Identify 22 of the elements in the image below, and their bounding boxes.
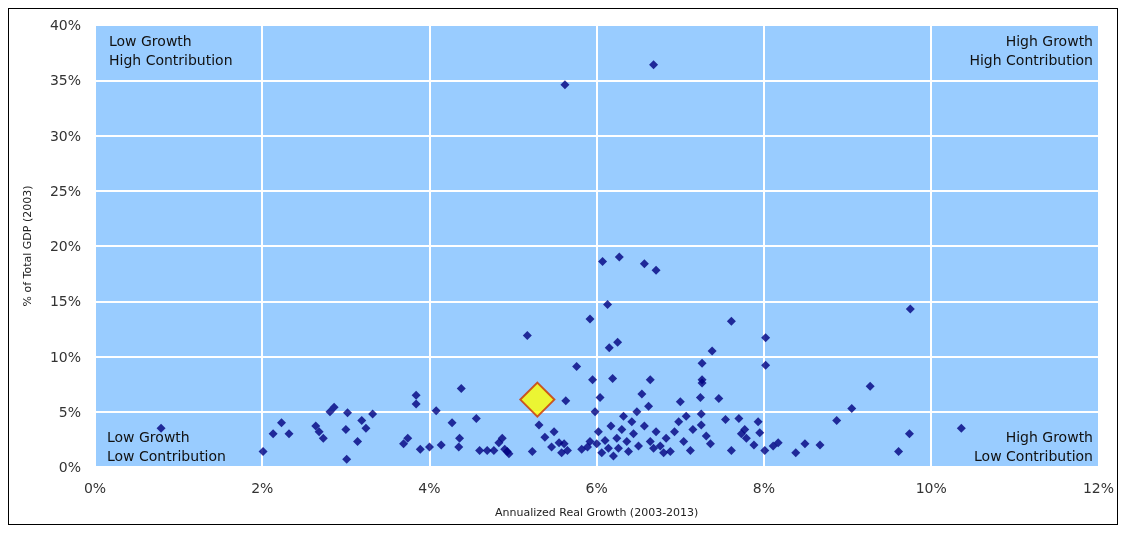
x-tick-label: 10% [915,480,947,496]
y-axis-title: % of Total GDP (2003) [21,185,34,307]
x-axis-title: Annualized Real Growth (2003-2013) [495,506,699,519]
annotation: High Growth Low Contribution [974,428,1093,464]
y-tick-label: 20% [49,238,81,254]
y-tick-label: 10% [49,348,81,365]
y-tick-label: 35% [49,72,81,89]
y-tick-label: 25% [49,182,81,199]
y-tick-label: 0% [58,459,81,475]
annotation: High Growth High Contribution [969,32,1093,68]
x-tick-label: 0% [83,480,107,496]
annotation: Low Growth Low Contribution [107,428,226,464]
y-tick-label: 5% [58,403,81,420]
annotation: Low Growth High Contribution [109,32,233,68]
x-tick-label: 4% [418,480,441,496]
x-tick-label: 6% [585,480,608,496]
y-tick-label: 15% [49,293,81,310]
y-tick-label: 30% [49,127,81,144]
y-tick-label: 40% [49,17,81,33]
x-tick-label: 2% [251,480,274,496]
x-tick-label: 8% [752,480,776,496]
x-tick-label: 12% [1082,480,1114,496]
